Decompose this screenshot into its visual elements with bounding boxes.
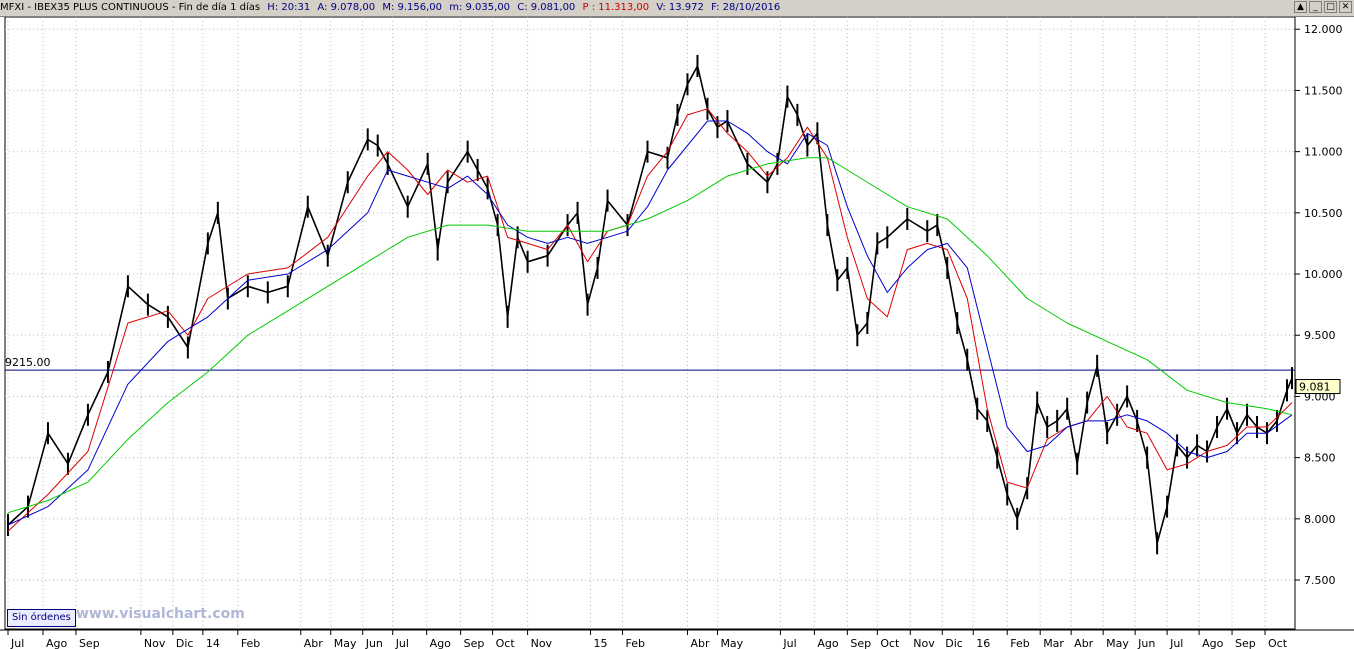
x-tick-label: Abr [690, 637, 710, 649]
window-controls: ▲ _ □ ✕ [1294, 1, 1352, 13]
x-tick-label: Feb [626, 637, 645, 649]
x-tick-label: Ago [817, 637, 839, 649]
x-tick-label: Abr [1074, 637, 1094, 649]
x-tick-label: Ago [46, 637, 68, 649]
x-tick-label: Ago [430, 637, 452, 649]
time-label: H: 20:31 [267, 2, 311, 13]
y-tick-label: 7.500 [1304, 574, 1336, 587]
x-tick-label: Feb [241, 637, 260, 649]
y-tick-label: 11.000 [1304, 146, 1343, 159]
y-tick-label: 10.500 [1304, 207, 1343, 220]
x-tick-label: 14 [206, 637, 220, 649]
x-tick-label: Sep [464, 637, 485, 649]
x-tick-label: 16 [976, 637, 990, 649]
moving-average-line [7, 120, 1293, 526]
x-tick-label: May [334, 637, 357, 649]
y-tick-label: 12.000 [1304, 23, 1343, 36]
x-tick-label: 15 [594, 637, 608, 649]
price-chart[interactable]: 12.00011.50011.00010.50010.0009.5009.000… [0, 17, 1354, 649]
x-tick-label: Jul [782, 637, 796, 649]
y-tick-label: 10.000 [1304, 268, 1343, 281]
x-tick-label: Dic [945, 637, 963, 649]
y-tick-label: 11.500 [1304, 84, 1343, 97]
low-label: m: 9.035,00 [449, 2, 511, 13]
x-tick-label: Nov [144, 637, 166, 649]
x-tick-label: Jul [1169, 637, 1183, 649]
open-label: A: 9.078,00 [317, 2, 376, 13]
y-tick-label: 9.500 [1304, 329, 1336, 342]
x-tick-label: Nov [531, 637, 553, 649]
x-tick-label: Dic [176, 637, 194, 649]
x-tick-label: Jun [1137, 637, 1155, 649]
reference-line-label: 9215.00 [5, 356, 51, 369]
last-value-box [1295, 379, 1341, 395]
chart-title-bar: MFXI - IBEX35 PLUS CONTINUOUS - Fin de d… [0, 0, 1354, 17]
high-label: M: 9.156,00 [382, 2, 443, 13]
x-tick-label: Nov [913, 637, 935, 649]
symbol-label: MFXI - IBEX35 PLUS CONTINUOUS - Fin de d… [0, 2, 261, 13]
x-tick-label: Jul [10, 637, 24, 649]
x-tick-label: Jul [395, 637, 409, 649]
watermark: www.visualchart.com [76, 606, 245, 622]
y-tick-label: 8.000 [1304, 513, 1336, 526]
x-tick-label: Sep [1235, 637, 1256, 649]
x-tick-label: May [720, 637, 743, 649]
no-orders-button[interactable]: Sin órdenes [7, 609, 76, 627]
x-tick-label: Sep [79, 637, 100, 649]
prev-label: P : 11.313,00 [582, 2, 650, 13]
minimize-button[interactable]: _ [1309, 1, 1322, 13]
last-value-label: 9.081 [1299, 381, 1331, 394]
volume-label: V: 13.972 [656, 2, 704, 13]
x-tick-label: Ago [1202, 637, 1224, 649]
x-tick-label: Sep [850, 637, 871, 649]
x-tick-label: Mar [1043, 637, 1064, 649]
x-tick-label: Jun [365, 637, 383, 649]
x-tick-label: Feb [1010, 637, 1029, 649]
x-tick-label: Oct [496, 637, 516, 649]
date-label: F: 28/10/2016 [711, 2, 781, 13]
scroll-up-button[interactable]: ▲ [1294, 1, 1307, 13]
x-tick-label: Oct [1268, 637, 1288, 649]
x-tick-label: May [1106, 637, 1129, 649]
close-button[interactable]: ✕ [1339, 1, 1352, 13]
moving-average-line [7, 108, 1293, 532]
y-tick-label: 8.500 [1304, 452, 1336, 465]
moving-average-line [7, 157, 1293, 514]
plot-area [4, 17, 1296, 630]
close-label: C: 9.081,00 [517, 2, 576, 13]
x-tick-label: Abr [304, 637, 324, 649]
maximize-button[interactable]: □ [1324, 1, 1337, 13]
x-tick-label: Oct [880, 637, 900, 649]
